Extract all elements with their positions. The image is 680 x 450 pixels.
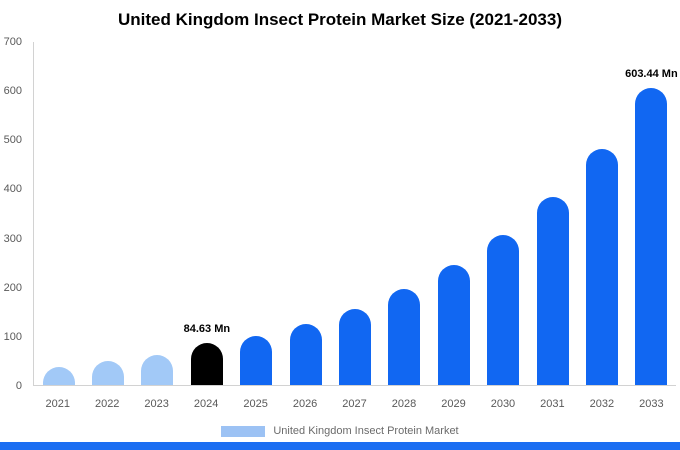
y-tick-label-100: 100 bbox=[3, 330, 22, 343]
bar-2025 bbox=[240, 335, 273, 385]
legend: United Kingdom Insect Protein Market bbox=[0, 425, 680, 437]
y-tick-label-0: 0 bbox=[15, 380, 22, 392]
bar-2026 bbox=[289, 324, 322, 385]
y-tick-label-500: 500 bbox=[3, 134, 22, 147]
x-axis-label-2025: 2025 bbox=[243, 398, 268, 410]
bar-2024 bbox=[190, 343, 223, 385]
x-axis-label-2023: 2023 bbox=[144, 398, 169, 410]
y-tick-label-200: 200 bbox=[3, 281, 22, 294]
footer-accent-bar bbox=[0, 442, 680, 450]
plot-area: 84.63 Mn 603.44 Mn bbox=[33, 42, 678, 386]
bar-2033 bbox=[635, 88, 668, 385]
bar-slot-2021 bbox=[34, 42, 83, 385]
x-axis-label-2029: 2029 bbox=[441, 398, 466, 410]
bar-2028 bbox=[388, 288, 421, 385]
bar-value-label-2024: 84.63 Mn bbox=[183, 323, 231, 336]
bar-slot-2032 bbox=[577, 42, 626, 385]
bar-2027 bbox=[339, 308, 372, 385]
y-tick-label-400: 400 bbox=[3, 183, 22, 196]
x-axis-label-2026: 2026 bbox=[292, 398, 318, 410]
bar-slot-2030 bbox=[479, 42, 528, 385]
x-axis-label-2021: 2021 bbox=[45, 398, 70, 410]
x-axis-label-2031: 2031 bbox=[540, 398, 565, 410]
y-tick-label-300: 300 bbox=[3, 232, 22, 245]
legend-label: United Kingdom Insect Protein Market bbox=[273, 425, 459, 437]
bar-2022 bbox=[92, 361, 125, 385]
bar-2029 bbox=[437, 265, 470, 385]
bar-slot-2022 bbox=[83, 42, 132, 385]
bar-slot-2026 bbox=[281, 42, 330, 385]
bar-slot-2025 bbox=[232, 42, 281, 385]
y-tick-label-600: 600 bbox=[3, 85, 22, 98]
legend-swatch bbox=[221, 425, 266, 437]
bar-2030 bbox=[487, 234, 520, 385]
bar-value-label-2033: 603.44 Mn bbox=[625, 68, 678, 81]
bar-slot-2023 bbox=[133, 42, 182, 385]
x-axis-label-2027: 2027 bbox=[342, 398, 367, 410]
bar-2021 bbox=[42, 366, 75, 385]
chart-title: United Kingdom Insect Protein Market Siz… bbox=[117, 10, 562, 29]
bar-slot-2029 bbox=[429, 42, 478, 385]
x-axis-label-2033: 2033 bbox=[639, 398, 664, 410]
x-axis-label-2024: 2024 bbox=[193, 398, 219, 410]
bar-slot-2031 bbox=[528, 42, 577, 385]
x-axis-label-2032: 2032 bbox=[589, 398, 615, 410]
x-axis-labels: 2021 2022 2023 2024 2025 2026 2027 2028 2029 2030… bbox=[33, 398, 676, 410]
y-tick-label-700: 700 bbox=[3, 36, 22, 48]
x-axis-label-2028: 2028 bbox=[391, 398, 417, 410]
bar-slot-2033: 603.44 Mn bbox=[625, 42, 678, 385]
x-axis-label-2030: 2030 bbox=[490, 398, 516, 410]
bar-2032 bbox=[585, 149, 618, 385]
bar-2031 bbox=[536, 197, 569, 385]
x-axis-label-2022: 2022 bbox=[94, 398, 120, 410]
bar-2023 bbox=[141, 354, 174, 385]
bar-slot-2028 bbox=[380, 42, 429, 385]
bar-slot-2027 bbox=[330, 42, 379, 385]
bar-slot-2024: 84.63 Mn bbox=[182, 42, 231, 385]
